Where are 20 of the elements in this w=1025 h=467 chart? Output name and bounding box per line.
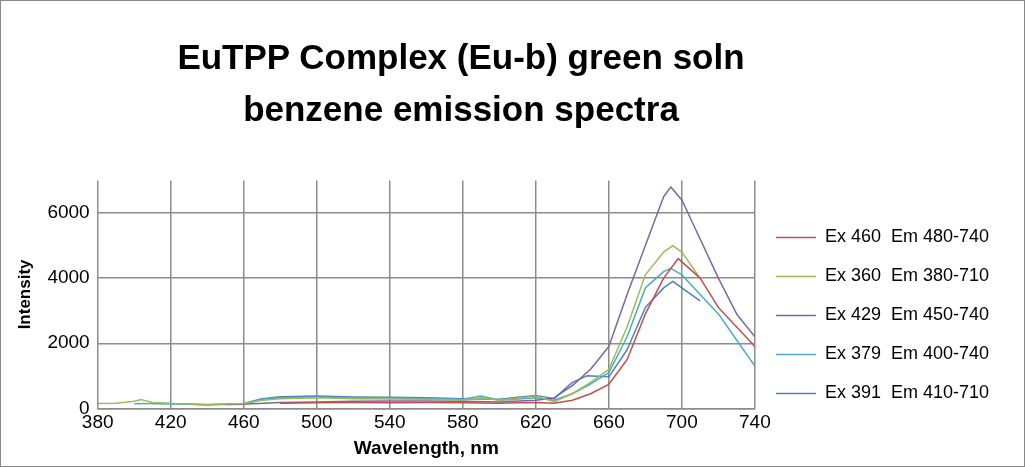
y-tick-label: 4000 [47,266,90,288]
y-tick-label: 2000 [47,331,90,353]
legend-label: Ex 360 Em 380-710 [824,265,990,286]
x-tick-label: 500 [300,411,333,433]
x-tick-label: 700 [666,411,698,433]
y-axis-title: Intensity [14,258,34,330]
x-tick-label: 460 [227,411,260,433]
legend-label: Ex 391 Em 410-710 [824,382,990,403]
x-tick-label: 660 [593,411,625,433]
legend-label: Ex 379 Em 400-740 [824,343,990,364]
x-tick-label: 580 [446,411,479,433]
x-tick-label: 540 [373,411,406,433]
x-tick-label: 420 [154,411,187,433]
x-tick-label: 620 [519,411,552,433]
legend-label: Ex 460 Em 480-740 [824,226,990,247]
x-axis-title: Wavelength, nm [353,436,499,458]
chart-title: EuTPP Complex (Eu-b) green soln benzene emission spectra [176,36,746,130]
legend-label: Ex 429 Em 450-740 [824,304,990,325]
x-tick-label: 740 [739,411,771,433]
y-tick-label: 6000 [47,201,90,223]
